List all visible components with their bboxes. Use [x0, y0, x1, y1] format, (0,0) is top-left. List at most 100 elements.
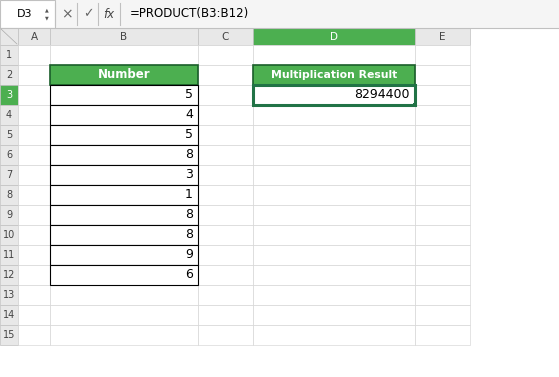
Bar	[50, 45, 198, 65]
Bar	[18, 125, 50, 145]
Text: 1: 1	[6, 50, 12, 60]
Bar	[253, 85, 415, 105]
Bar	[50, 245, 198, 265]
Text: 9: 9	[185, 248, 193, 262]
Bar	[50, 145, 198, 165]
Bar	[198, 265, 253, 285]
Bar	[18, 105, 50, 125]
Bar	[0, 125, 18, 145]
Bar	[415, 285, 470, 305]
Bar	[198, 145, 253, 165]
Bar	[198, 205, 253, 225]
Bar	[253, 165, 415, 185]
Text: 12: 12	[3, 270, 15, 280]
Bar	[415, 45, 470, 65]
Bar	[415, 125, 470, 145]
Bar	[198, 185, 253, 205]
Bar	[50, 145, 198, 165]
Bar	[18, 85, 50, 105]
Bar	[198, 85, 253, 105]
Text: fx: fx	[103, 8, 115, 20]
Bar	[413, 103, 417, 107]
Bar	[198, 245, 253, 265]
Text: ▼: ▼	[45, 15, 49, 20]
Bar	[0, 265, 18, 285]
Bar	[253, 265, 415, 285]
Bar	[415, 65, 470, 85]
Bar	[415, 28, 470, 45]
Text: A: A	[30, 32, 37, 41]
Text: 7: 7	[6, 170, 12, 180]
Bar	[253, 205, 415, 225]
Bar	[50, 105, 198, 125]
Bar	[50, 28, 198, 45]
Text: 9: 9	[6, 210, 12, 220]
Text: C: C	[222, 32, 229, 41]
Text: 5: 5	[185, 89, 193, 101]
Bar	[198, 305, 253, 325]
Bar	[415, 165, 470, 185]
Bar	[50, 225, 198, 245]
Bar	[198, 105, 253, 125]
Bar	[50, 105, 198, 125]
Text: 8: 8	[185, 228, 193, 242]
Bar	[198, 225, 253, 245]
Text: D: D	[330, 32, 338, 41]
Text: ▲: ▲	[45, 8, 49, 12]
Text: 5: 5	[185, 129, 193, 141]
Bar	[253, 325, 415, 345]
Bar	[415, 205, 470, 225]
Bar	[18, 145, 50, 165]
Bar	[50, 125, 198, 145]
Bar	[415, 245, 470, 265]
Bar	[198, 165, 253, 185]
Text: 3: 3	[6, 90, 12, 100]
Bar	[0, 245, 18, 265]
Bar	[0, 65, 18, 85]
Bar	[253, 65, 415, 85]
Text: 3: 3	[185, 169, 193, 181]
Text: 11: 11	[3, 250, 15, 260]
Bar	[0, 0, 55, 28]
Bar	[18, 245, 50, 265]
Text: Multiplication Result: Multiplication Result	[271, 70, 397, 80]
Bar	[50, 165, 198, 185]
Bar	[0, 45, 18, 65]
Bar	[18, 205, 50, 225]
Bar	[18, 45, 50, 65]
Text: 8: 8	[185, 149, 193, 161]
Bar	[0, 0, 559, 28]
Bar	[50, 85, 198, 105]
Bar	[198, 28, 253, 45]
Bar	[0, 165, 18, 185]
Bar	[415, 145, 470, 165]
Bar	[18, 165, 50, 185]
Bar	[415, 105, 470, 125]
Bar	[0, 225, 18, 245]
Bar	[253, 125, 415, 145]
Bar	[50, 185, 198, 205]
Bar	[253, 45, 415, 65]
Bar	[253, 285, 415, 305]
Bar	[18, 225, 50, 245]
Bar	[253, 65, 415, 85]
Text: Number: Number	[98, 69, 150, 81]
Bar	[0, 145, 18, 165]
Bar	[253, 305, 415, 325]
Bar	[50, 65, 198, 85]
Text: ✓: ✓	[83, 8, 93, 20]
Bar	[50, 185, 198, 205]
Bar	[415, 225, 470, 245]
Text: D3: D3	[17, 9, 32, 19]
Bar	[18, 305, 50, 325]
Bar	[50, 245, 198, 265]
Bar	[0, 105, 18, 125]
Text: =PRODUCT(B3:B12): =PRODUCT(B3:B12)	[130, 8, 249, 20]
Bar	[198, 125, 253, 145]
Bar	[18, 265, 50, 285]
Text: E: E	[439, 32, 446, 41]
Bar	[0, 205, 18, 225]
Text: 4: 4	[6, 110, 12, 120]
Bar	[415, 305, 470, 325]
Bar	[50, 225, 198, 245]
